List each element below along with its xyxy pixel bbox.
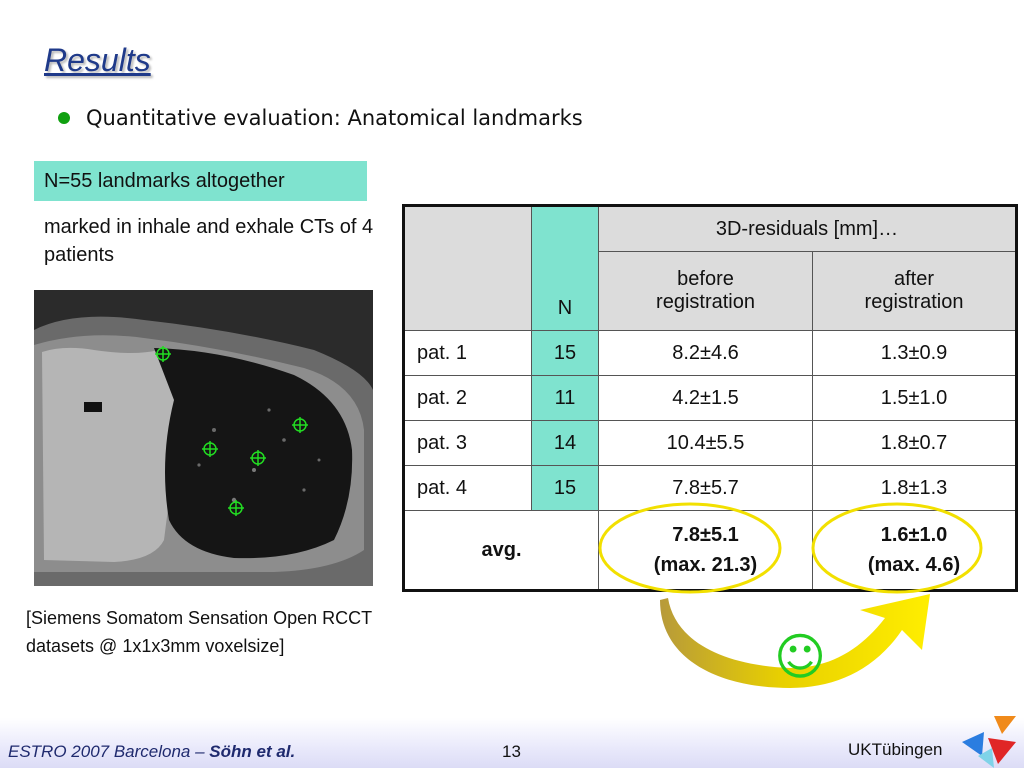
header-before-line2: registration [656,291,755,313]
row-after: 1.8±1.3 [812,465,1017,511]
highlight-ellipse-before [598,502,782,594]
row-before: 10.4±5.5 [598,420,813,466]
row-label: pat. 4 [403,465,532,511]
row-label: pat. 3 [403,420,532,466]
slide-title: Results [44,42,151,78]
footer-institution: UKTübingen [848,740,943,759]
row-n: 15 [531,465,599,511]
header-before-registration: before registration [598,251,813,331]
footer-conference-text: ESTRO 2007 Barcelona – [8,742,210,761]
landmarks-count-box: N=55 landmarks altogether [34,161,367,201]
results-table: N 3D-residuals [mm]… before registration… [402,204,1018,592]
dataset-caption: [Siemens Somatom Sensation Open RCCT dat… [26,608,372,656]
table-row: pat. 4 15 7.8±5.7 1.8±1.3 [403,465,1017,511]
row-n: 11 [531,375,599,421]
header-before-line1: before [677,268,734,290]
avg-after-value: 1.6±1.0 [880,524,948,546]
header-after-line2: registration [864,291,964,313]
avg-before-value: 7.8±5.1 [672,524,739,546]
table-row: pat. 3 14 10.4±5.5 1.8±0.7 [403,420,1017,466]
row-after: 1.5±1.0 [812,375,1017,421]
avg-after-max: (max. 4.6) [867,554,961,576]
row-before: 8.2±4.6 [598,330,813,376]
bullet-item: Quantitative evaluation: Anatomical land… [58,106,583,130]
bullet-dot-icon [58,112,70,124]
highlight-ellipse-after [811,502,983,594]
row-label: pat. 1 [403,330,532,376]
header-after-line1: after [893,268,935,290]
arrow-icon [660,594,930,688]
footer-bar [0,718,1024,768]
smiley-icon: ☺ [774,628,826,686]
header-empty-cell [403,205,532,331]
table-row: pat. 1 15 8.2±4.6 1.3±0.9 [403,330,1017,376]
landmarks-description: marked in inhale and exhale CTs of 4 pat… [44,216,374,266]
page-number: 13 [502,742,521,761]
row-n: 14 [531,420,599,466]
footer-conference: ESTRO 2007 Barcelona – Söhn et al. [8,742,295,762]
bullet-text: Quantitative evaluation: Anatomical land… [86,106,583,130]
avg-before-max: (max. 21.3) [653,554,758,576]
footer-authors: Söhn et al. [209,742,296,761]
institution-logo-icon [962,716,1016,768]
avg-label: avg. [403,510,599,591]
ct-scan-image [34,290,373,586]
